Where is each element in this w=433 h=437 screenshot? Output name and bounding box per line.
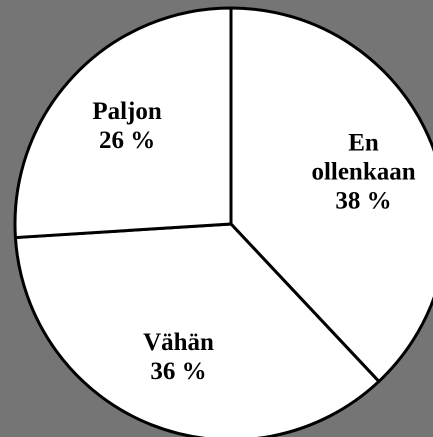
category-label: Paljon: [92, 98, 162, 126]
category-label: En ollenkaan: [311, 129, 416, 186]
pie-slice: [13, 6, 233, 240]
value-label: 36 %: [150, 357, 207, 385]
value-label: 26 %: [98, 127, 156, 155]
value-label: 38 %: [335, 187, 392, 215]
category-label: Vähän: [143, 328, 214, 356]
slice-label: Vähän 36 %: [114, 328, 244, 386]
slice-label: En ollenkaan 38 %: [299, 128, 429, 215]
pie-slice: [13, 222, 381, 437]
pie-slice: [229, 6, 433, 383]
slice-label: Paljon 26 %: [62, 97, 192, 155]
